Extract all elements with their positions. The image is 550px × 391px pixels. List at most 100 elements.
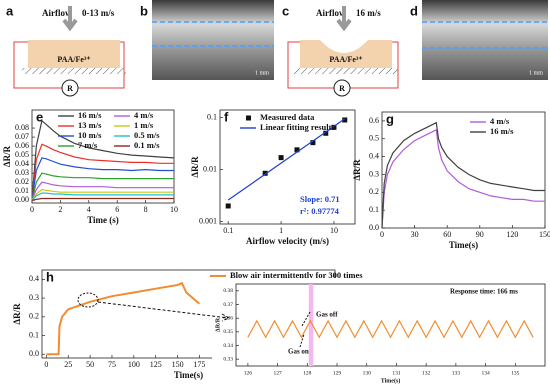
circuit [287, 41, 399, 89]
hydrogel [28, 40, 120, 68]
x-tick-label: 126 [244, 370, 253, 376]
data-point [331, 124, 337, 130]
x-tick-label: 130 [363, 370, 372, 376]
y-axis-label: ΔR/R [2, 145, 12, 167]
y-tick-label: 0.37 [223, 302, 233, 308]
x-tick-label: 135 [511, 370, 520, 376]
y-tick-label: 0.38 [223, 288, 233, 294]
legend-label: 4 m/s [134, 110, 154, 120]
y-tick-label: 0.2 [369, 187, 379, 196]
legend-label: Measured data [260, 112, 315, 122]
x-axis-label: Time(s) [174, 370, 203, 380]
y-tick-label: 0.4 [369, 151, 379, 160]
chart: 0 30 60 90 120 150 0.0 0.1 0.2 0.3 0.4 0.5 0.6 Time(s… [352, 111, 550, 250]
legend-label: 4 m/s [490, 116, 510, 126]
resistor-label: R [339, 84, 345, 93]
x-tick-label: 100 [128, 360, 140, 369]
data-point [278, 155, 284, 161]
y-tick-label: 0.001 [199, 216, 217, 225]
panel-label: g [386, 111, 394, 126]
schematic-c: c Airflow 16 m/s PAA/Fe³⁺ R [282, 3, 399, 97]
data-point [225, 203, 231, 209]
x-tick-label: 90 [476, 230, 484, 239]
legend-label: Blow air intermittently for 300 times [230, 270, 363, 280]
scale-label: 1 mm [529, 70, 543, 76]
annotation: Slope: 0.71 [300, 194, 340, 204]
data-point [310, 140, 316, 146]
y-tick-label: 0.05 [15, 150, 29, 159]
hydrogel [300, 40, 392, 68]
annotation: Response time: 166 ms [450, 288, 518, 296]
y-tick-label: 0.36 [223, 315, 233, 321]
speed-label: 0-13 m/s [82, 8, 115, 18]
y-tick-label: 0.5 [369, 134, 379, 143]
y-tick-label: 0.4 [29, 274, 39, 283]
x-tick-label: 132 [422, 370, 431, 376]
legend-marker [246, 115, 251, 121]
legend-label: 16 m/s [78, 110, 102, 120]
y-tick-label: 0.35 [223, 329, 233, 335]
legend-label: 16 m/s [490, 126, 514, 136]
panel-label: c [282, 3, 289, 18]
x-tick-label: 6 [115, 205, 119, 214]
highlight [308, 284, 314, 366]
photo [422, 0, 548, 80]
airflow-label: Airflow [42, 8, 72, 18]
circuit [13, 41, 125, 89]
resistor-label: R [67, 84, 73, 93]
substrate [294, 68, 398, 74]
legend-label: 1 m/s [134, 120, 154, 130]
y-tick-label: 0.0 [369, 223, 379, 232]
data-line [227, 118, 346, 201]
data-line [31, 157, 174, 201]
panel-label: d [410, 3, 418, 18]
data-line [381, 121, 545, 229]
arrow [62, 6, 78, 32]
zoom-arrow [97, 301, 231, 322]
y-tick-label: 0.00 [15, 195, 29, 204]
y-tick-label: 0.1 [369, 205, 379, 214]
y-tick-label: 0.3 [369, 169, 379, 178]
legend-label: 0.5 m/s [134, 130, 160, 140]
x-axis-label: Airflow velocity (m/s) [246, 236, 329, 246]
y-tick-label: 0.1 [207, 112, 217, 121]
y-tick-label: 0.06 [15, 141, 29, 150]
chart: 126 127 128 129 130 131 132 133 134 135 0.33 0.34 0.… [212, 278, 547, 384]
x-tick-label: 1 [279, 226, 283, 235]
annotation: Gas on [288, 348, 309, 356]
y-tick-label: 0.03 [15, 168, 29, 177]
data-line [31, 197, 174, 201]
x-axis-label: Time(s) [449, 240, 478, 250]
photo-b: b 1 mm [140, 0, 274, 80]
data-line [381, 128, 545, 229]
x-tick-label: 2 [58, 205, 62, 214]
plot-frame [235, 283, 546, 367]
data-point [294, 147, 300, 153]
y-tick-label: 0.33 [223, 356, 233, 362]
airflow-label: Airflow [316, 8, 346, 18]
chart: 0 2 4 6 8 100.000.010.020.030.040.050.060.070… [2, 109, 178, 225]
y-tick-label: 0.6 [369, 116, 379, 125]
data-line [31, 192, 174, 201]
y-tick-label: 0.02 [15, 177, 29, 186]
legend-label: 10 m/s [78, 130, 102, 140]
x-tick-label: 60 [443, 230, 451, 239]
x-tick-label: 128 [303, 370, 312, 376]
data-line [31, 143, 174, 201]
data-point [262, 170, 268, 176]
y-tick-label: 0.01 [15, 186, 29, 195]
y-tick-label: 0.1 [29, 330, 39, 339]
y-tick-label: 0.3 [29, 293, 39, 302]
x-tick-label: 134 [481, 370, 490, 376]
photo [152, 0, 274, 80]
arrow [336, 6, 352, 32]
y-tick-label: 0.08 [15, 123, 29, 132]
x-tick-label: 0.1 [223, 226, 233, 235]
legend-label: 7 m/s [78, 140, 98, 150]
chart: 0.1 1 10 0.001 0.01 0.1 Airflow velocity (m/s)… [190, 109, 356, 246]
plot-frame [219, 109, 356, 225]
schematic-a: a Airflow 0-13 m/s PAA/Fe³⁺ R [6, 3, 126, 97]
data-line [247, 319, 534, 339]
x-tick-label: 133 [452, 370, 461, 376]
y-axis-label: ΔR/R [190, 156, 200, 178]
